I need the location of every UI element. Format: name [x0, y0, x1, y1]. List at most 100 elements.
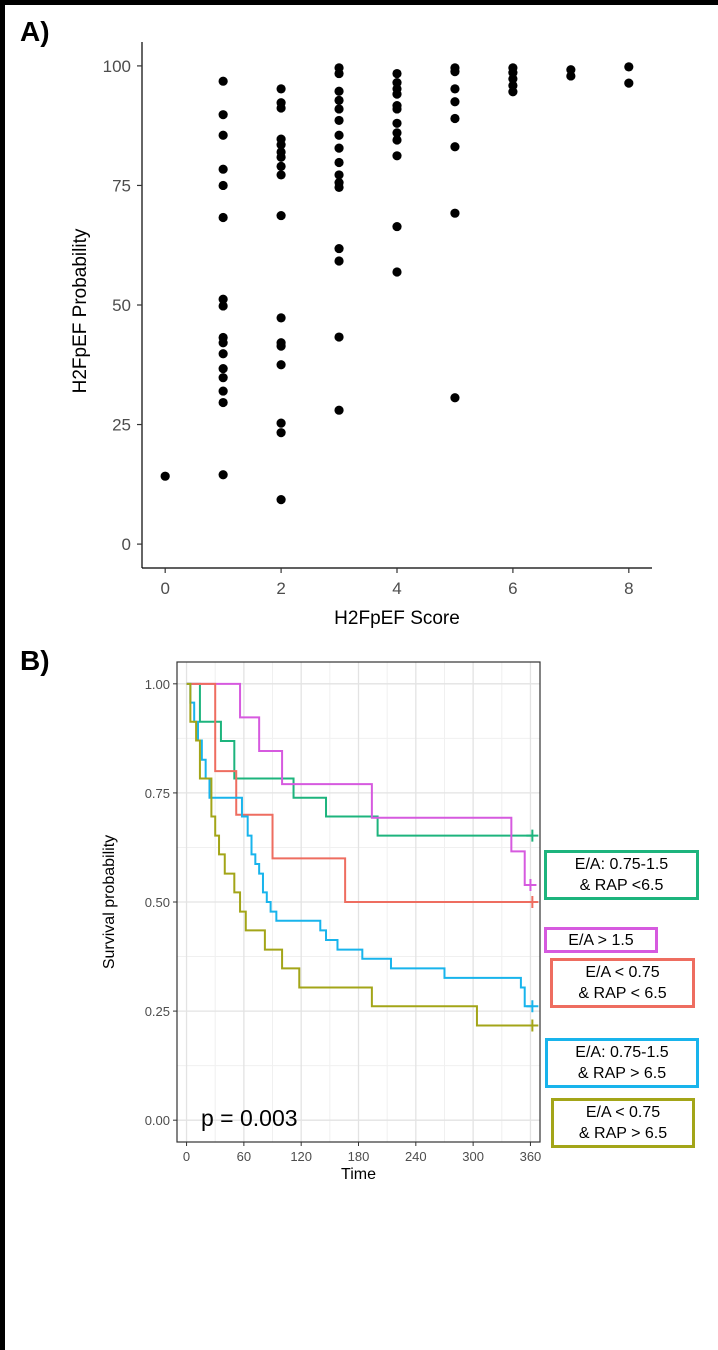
data-point [334, 86, 344, 96]
data-point [218, 164, 228, 174]
x-tick-label: 8 [624, 579, 633, 598]
y-tick-label: 0.50 [145, 895, 170, 910]
data-point [276, 360, 286, 370]
data-point [392, 104, 402, 114]
data-point [276, 313, 286, 323]
data-point [218, 470, 228, 480]
data-point [334, 95, 344, 105]
data-point [218, 294, 228, 304]
data-point [392, 221, 402, 232]
y-tick-label: 0.00 [145, 1113, 170, 1128]
y-axis-title: H2FpEF Probability [70, 228, 91, 393]
y-tick-label: 75 [112, 176, 131, 195]
data-point [450, 84, 460, 94]
frame-top-border [0, 0, 718, 5]
data-point [450, 67, 460, 77]
censor-mark [526, 829, 539, 842]
legend-label: E/A < 0.75 [585, 1104, 661, 1121]
data-point [392, 267, 402, 277]
data-point [334, 104, 344, 114]
data-point [392, 135, 402, 145]
survival-chart: 0.00 0.25 0.50 0.75 1.00 0 60 120 180 240 300 360 Ti… [101, 661, 542, 1183]
y-tick-label: 1.00 [145, 677, 170, 692]
y-tick-label: 50 [112, 296, 131, 315]
data-point [334, 170, 344, 180]
survival-curve [186, 682, 533, 837]
data-point [450, 142, 460, 152]
data-point [276, 428, 286, 438]
legend-item: E/A > 1.5 [544, 927, 658, 953]
data-point [450, 97, 460, 107]
data-point [334, 157, 344, 168]
legend-label: & RAP < 6.5 [578, 985, 667, 1002]
data-point [334, 143, 344, 153]
data-point [392, 89, 402, 99]
survival-curve [186, 682, 533, 903]
x-tick-label: 60 [237, 1149, 251, 1164]
censor-mark [526, 896, 539, 908]
data-point [276, 84, 286, 94]
x-tick-label: 360 [520, 1149, 542, 1164]
legend-label: & RAP <6.5 [579, 877, 664, 894]
legend-item: E/A: 0.75-1.5 & RAP <6.5 [544, 850, 699, 900]
x-axis-title: Time [341, 1166, 376, 1183]
data-point [218, 212, 228, 223]
data-point [392, 128, 402, 138]
survival-curve [186, 682, 533, 1008]
data-point [218, 363, 228, 374]
p-value-annotation: p = 0.003 [201, 1105, 298, 1131]
censor-mark [526, 1000, 539, 1013]
data-point [218, 301, 228, 311]
data-point [392, 68, 402, 79]
legend-item: E/A < 0.75 & RAP > 6.5 [551, 1098, 695, 1148]
data-point [276, 418, 286, 428]
data-point [334, 405, 344, 415]
x-tick-label: 6 [508, 579, 517, 598]
data-point [218, 386, 228, 396]
data-point [334, 68, 344, 79]
legend-label: E/A: 0.75-1.5 [574, 856, 669, 873]
x-tick-label: 240 [405, 1149, 427, 1164]
data-point [392, 118, 402, 128]
data-point [334, 243, 344, 254]
legend-item: E/A: 0.75-1.5 & RAP > 6.5 [545, 1038, 699, 1088]
data-point [334, 130, 344, 140]
data-point [334, 256, 344, 266]
survival-curve [186, 682, 531, 886]
survival-curve [186, 682, 533, 1027]
x-axis-title: H2FpEF Score [334, 608, 460, 629]
x-tick-label: 180 [348, 1149, 370, 1164]
panel-label-a: A) [20, 16, 50, 47]
data-point [218, 130, 228, 140]
data-point [218, 397, 228, 408]
data-point [276, 170, 286, 180]
scatter-chart: 0 25 50 75 100 0 2 4 6 8 H2FpEF Score H2FpEF Probab… [70, 42, 652, 629]
data-point [276, 341, 286, 351]
data-point [450, 113, 460, 124]
censor-mark [526, 1019, 539, 1032]
legend-label: & RAP > 6.5 [577, 1065, 667, 1082]
data-point [624, 62, 634, 72]
data-point [218, 180, 228, 191]
legend-label: & RAP > 6.5 [578, 1125, 668, 1142]
data-point [218, 349, 228, 359]
data-point [334, 332, 344, 342]
legend-item: E/A < 0.75 & RAP < 6.5 [550, 958, 695, 1008]
data-point [508, 87, 518, 97]
data-point [334, 182, 344, 192]
data-point [334, 115, 344, 126]
x-tick-label: 300 [462, 1149, 484, 1164]
data-point [450, 393, 460, 403]
data-point [218, 373, 228, 383]
x-tick-label: 4 [392, 579, 401, 598]
frame-left-border [0, 0, 5, 1350]
legend-label: E/A: 0.75-1.5 [575, 1044, 669, 1061]
x-tick-label: 0 [183, 1149, 190, 1164]
data-point [450, 208, 460, 218]
y-tick-label: 0.25 [145, 1004, 170, 1019]
y-tick-label: 0.75 [145, 786, 170, 801]
data-point [218, 110, 228, 120]
data-point [276, 161, 286, 171]
y-tick-label: 0 [122, 535, 131, 554]
